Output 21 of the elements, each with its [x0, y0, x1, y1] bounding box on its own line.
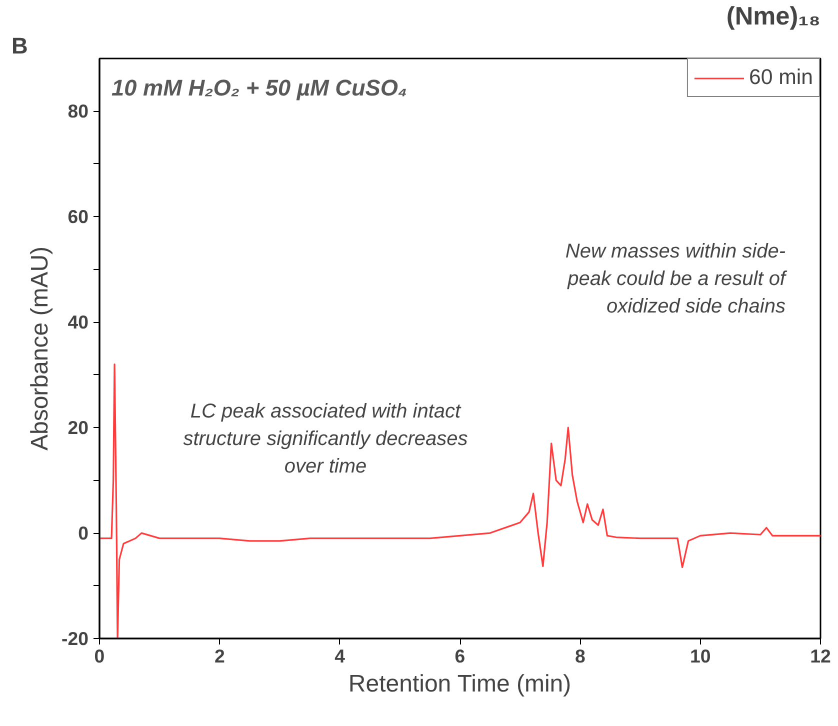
- y-axis-title: Absorbance (mAU): [26, 246, 54, 451]
- annotation: LC peak associated with intact structure significantly decreases over time: [183, 400, 468, 478]
- text: B: [12, 32, 28, 58]
- x-axis-title: Retention Time (min): [348, 670, 572, 698]
- annotation: New masses within side- peak could be a result of oxidized side chains: [565, 240, 788, 318]
- x-tick-label: 8: [574, 646, 586, 666]
- y-tick-label: 40: [68, 312, 89, 333]
- y-tick-label: 0: [78, 522, 89, 544]
- y-tick-label: 20: [68, 417, 89, 438]
- x-tick-label: 0: [94, 646, 105, 666]
- x-tick-label: 10: [690, 646, 711, 666]
- text: (Nme)₁₈: [726, 2, 821, 30]
- y-tick-label: -20: [62, 628, 89, 649]
- text: 10 mM H₂O₂ + 50 µM CuSO₄: [112, 74, 408, 100]
- y-tick-label: 80: [68, 100, 89, 122]
- x-tick-label: 2: [214, 646, 225, 666]
- x-tick-label: 6: [454, 646, 466, 666]
- x-tick-label: 12: [810, 646, 831, 666]
- legend-label: 60 min: [748, 65, 813, 90]
- x-tick-label: 4: [334, 646, 346, 666]
- y-tick-label: 60: [68, 206, 89, 228]
